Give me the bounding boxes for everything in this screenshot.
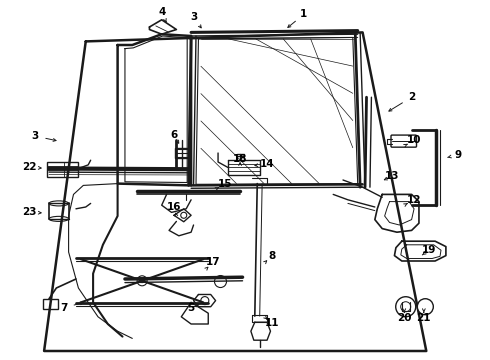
Text: 10: 10 bbox=[407, 135, 421, 145]
Ellipse shape bbox=[49, 216, 69, 221]
Text: 22: 22 bbox=[22, 162, 37, 172]
Bar bbox=[43, 299, 58, 309]
FancyBboxPatch shape bbox=[391, 135, 416, 147]
Text: 21: 21 bbox=[416, 312, 431, 323]
Text: 13: 13 bbox=[385, 171, 399, 181]
Text: 2: 2 bbox=[408, 92, 415, 102]
Text: 19: 19 bbox=[421, 245, 436, 255]
Text: 20: 20 bbox=[397, 312, 412, 323]
Circle shape bbox=[140, 279, 144, 283]
Text: 6: 6 bbox=[171, 130, 177, 140]
Text: 8: 8 bbox=[269, 251, 275, 261]
Text: 5: 5 bbox=[188, 303, 195, 313]
Text: 7: 7 bbox=[60, 303, 68, 313]
Bar bbox=[237, 156, 244, 160]
Text: 18: 18 bbox=[233, 154, 247, 164]
Text: 3: 3 bbox=[190, 12, 197, 22]
Text: 17: 17 bbox=[206, 257, 220, 267]
Text: 12: 12 bbox=[407, 195, 421, 205]
Text: 23: 23 bbox=[22, 207, 37, 217]
Text: 11: 11 bbox=[265, 318, 279, 328]
Circle shape bbox=[417, 299, 433, 315]
Bar bbox=[175, 148, 188, 158]
Text: 16: 16 bbox=[167, 202, 181, 212]
Text: 14: 14 bbox=[260, 159, 274, 169]
Bar bbox=[47, 162, 78, 177]
Text: 15: 15 bbox=[218, 179, 233, 189]
Text: 9: 9 bbox=[455, 150, 462, 160]
Text: 3: 3 bbox=[32, 131, 39, 141]
Ellipse shape bbox=[49, 201, 69, 206]
Text: 4: 4 bbox=[158, 6, 166, 17]
Text: 1: 1 bbox=[300, 9, 307, 19]
